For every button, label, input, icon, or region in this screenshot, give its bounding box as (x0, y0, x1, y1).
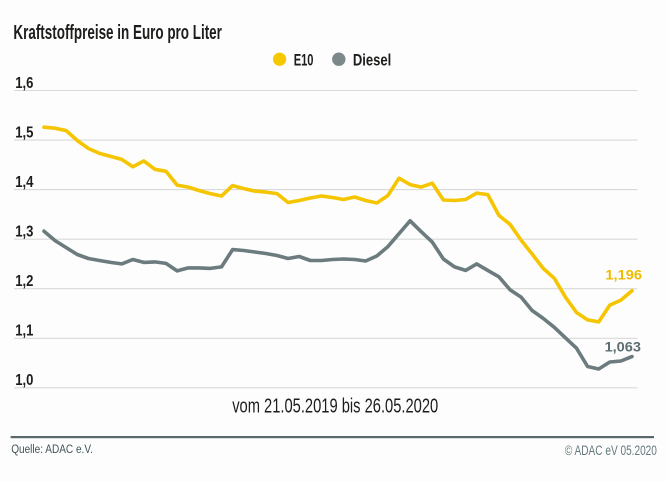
svg-text:vom 21.05.2019 bis 26.05.2020: vom 21.05.2019 bis 26.05.2020 (232, 395, 438, 417)
svg-text:Diesel: Diesel (353, 51, 391, 69)
svg-text:1,5: 1,5 (15, 125, 33, 142)
svg-text:1,2: 1,2 (15, 273, 33, 290)
svg-text:Quelle: ADAC e.V.: Quelle: ADAC e.V. (11, 444, 93, 456)
svg-text:1,196: 1,196 (605, 267, 642, 283)
svg-text:1,1: 1,1 (15, 323, 33, 340)
svg-text:© ADAC eV 05.2020: © ADAC eV 05.2020 (565, 443, 657, 458)
svg-text:1,0: 1,0 (15, 372, 33, 389)
svg-text:1,3: 1,3 (15, 224, 33, 241)
svg-text:1,4: 1,4 (15, 174, 33, 191)
svg-text:1,063: 1,063 (605, 338, 642, 354)
svg-text:E10: E10 (294, 51, 314, 69)
svg-text:1,6: 1,6 (15, 75, 33, 92)
svg-text:Kraftstoffpreise in Euro pro L: Kraftstoffpreise in Euro pro Liter (13, 22, 222, 44)
